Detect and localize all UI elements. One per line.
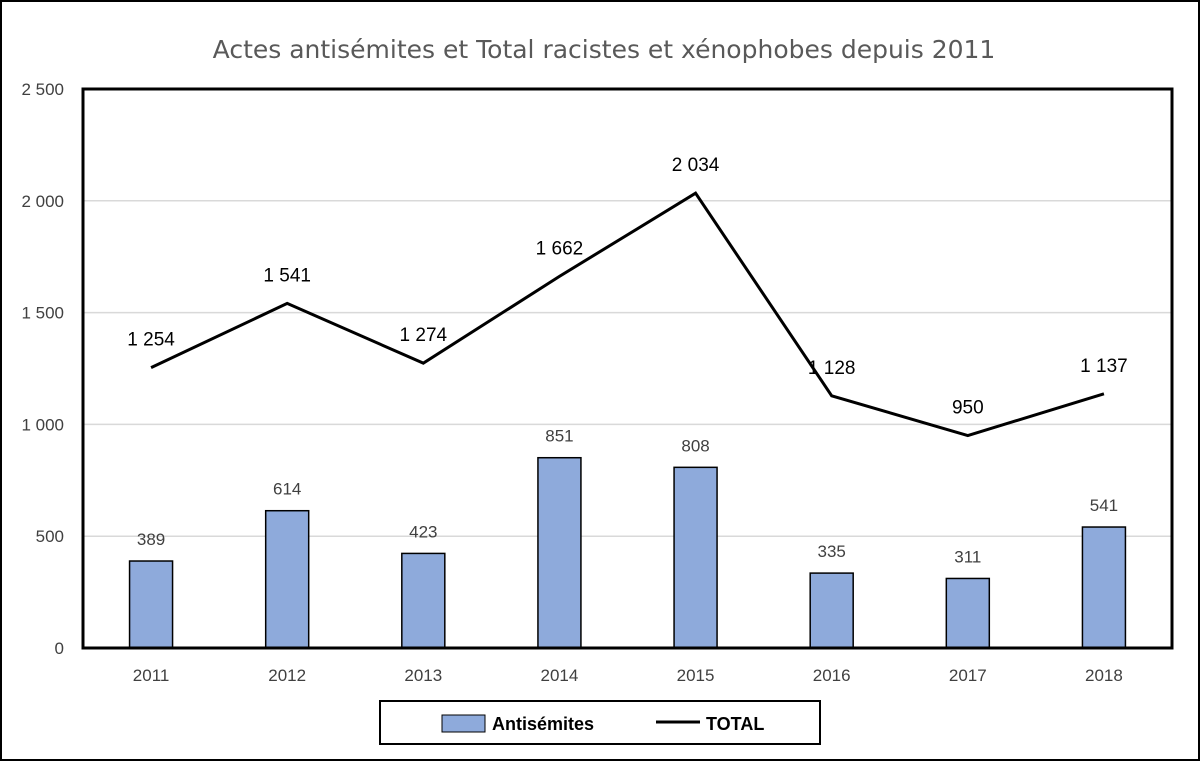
y-tick-label: 2 000 [21,192,64,211]
x-tick-label: 2015 [677,666,715,685]
bar-label-2013: 423 [409,522,437,541]
y-tick-label: 2 500 [21,80,64,99]
plot-area-border [81,87,1174,650]
y-axis-ticks: 0 500 1 000 1 500 2 000 2 500 [21,80,64,658]
bar-2012 [264,509,310,649]
bar-label-2017: 311 [954,547,981,566]
bar-label-2016: 335 [818,542,846,561]
bar-2016 [809,572,854,649]
y-tick-label: 500 [36,527,64,546]
line-series [150,191,1105,438]
line-label-2011: 1 254 [127,330,175,351]
x-tick-label: 2016 [813,666,851,685]
bar-label-2015: 808 [681,436,709,455]
line-label-2015: 2 034 [672,155,720,176]
bar-label-2018: 541 [1090,496,1118,515]
bar-2018 [1081,526,1127,649]
bar-data-labels: 389 614 423 851 808 335 311 541 [137,427,1118,567]
y-tick-label: 1 500 [21,304,64,323]
bar-2015 [673,466,718,649]
line-data-labels: 1 254 1 541 1 274 1 662 2 034 1 128 950 1 137 [127,155,1127,418]
x-tick-label: 2018 [1085,666,1123,685]
y-tick-label: 1 000 [21,415,64,434]
legend-label-antisemites: Antisémites [492,714,594,734]
bar-label-2014: 851 [545,427,573,446]
legend-label-total: TOTAL [706,714,764,734]
bar-2013 [401,552,446,649]
line-label-2016: 1 128 [808,358,856,379]
line-label-2012: 1 541 [263,265,311,286]
y-tick-label: 0 [55,639,64,658]
x-tick-label: 2011 [133,666,170,685]
bar-2017 [945,577,991,649]
total-line [150,191,1105,438]
x-tick-label: 2017 [949,666,987,685]
bar-label-2011: 389 [137,530,165,549]
bar-2014 [537,456,582,649]
line-label-2018: 1 137 [1080,356,1128,377]
x-axis-ticks: 2011 2012 2013 2014 2015 2016 2017 2018 [133,666,1123,685]
bar-label-2012: 614 [273,480,301,499]
chart-title: Actes antisémites et Total racistes et x… [213,35,996,64]
x-tick-label: 2013 [404,666,442,685]
line-label-2017: 950 [952,398,984,419]
bar-2011 [128,560,174,649]
line-label-2014: 1 662 [536,238,584,259]
gridlines [83,200,1172,537]
x-tick-label: 2014 [541,666,579,685]
legend-swatch-antisemites [441,714,486,733]
line-label-2013: 1 274 [400,325,448,346]
x-tick-label: 2012 [268,666,306,685]
legend: Antisémites TOTAL [379,700,821,745]
